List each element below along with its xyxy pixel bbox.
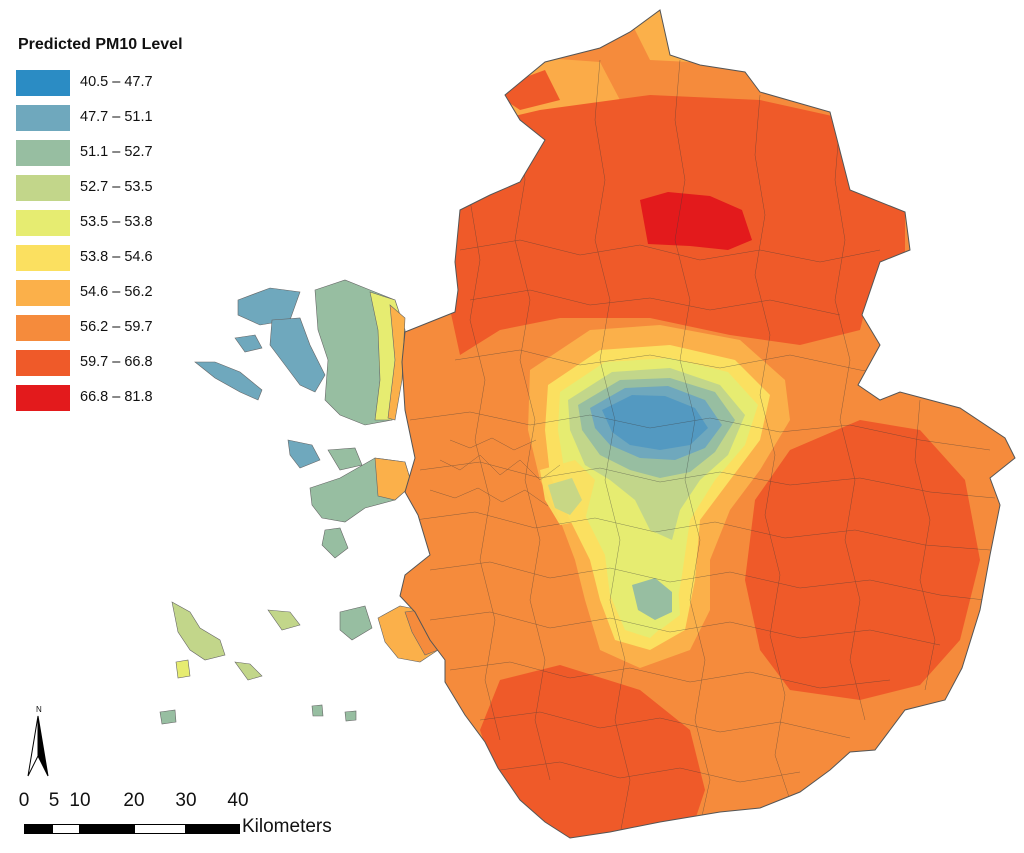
scale-bar: 0 5 10 20 30 40 Kilometers — [16, 790, 376, 850]
legend-label: 54.6 – 56.2 — [80, 284, 153, 300]
scale-tick-label: 40 — [227, 790, 249, 811]
legend-title: Predicted PM10 Level — [18, 36, 183, 53]
mainland-surface — [400, 10, 1015, 838]
island-group — [159, 279, 439, 725]
scale-segment — [134, 824, 186, 834]
scale-tick-label: 5 — [48, 790, 60, 811]
legend-swatch — [16, 175, 70, 201]
scale-segment — [52, 824, 80, 834]
legend-swatch — [16, 210, 70, 236]
legend-label: 53.8 – 54.6 — [80, 249, 153, 265]
legend-swatch — [16, 315, 70, 341]
legend-swatch — [16, 105, 70, 131]
scale-tick-label: 30 — [175, 790, 197, 811]
legend-swatch — [16, 280, 70, 306]
scale-segment — [186, 824, 240, 834]
scale-segment — [24, 824, 52, 834]
legend-swatch — [16, 245, 70, 271]
legend-swatch — [16, 140, 70, 166]
legend-label: 40.5 – 47.7 — [80, 74, 153, 90]
north-arrow-icon: N — [27, 705, 49, 777]
legend-swatch — [16, 350, 70, 376]
legend-label: 52.7 – 53.5 — [80, 179, 153, 195]
legend-label: 66.8 – 81.8 — [80, 389, 153, 405]
legend-label: 56.2 – 59.7 — [80, 319, 153, 335]
legend-swatch — [16, 385, 70, 411]
scale-tick-label: 20 — [123, 790, 145, 811]
scale-units: Kilometers — [242, 816, 332, 837]
legend-label: 59.7 – 66.8 — [80, 354, 153, 370]
north-label: N — [36, 705, 42, 714]
legend-label: 47.7 – 51.1 — [80, 109, 153, 125]
scale-tick-label: 0 — [18, 790, 30, 811]
scale-segment — [80, 824, 134, 834]
scale-tick-label: 10 — [69, 790, 91, 811]
legend-swatch — [16, 70, 70, 96]
legend-label: 51.1 – 52.7 — [80, 144, 153, 160]
legend-label: 53.5 – 53.8 — [80, 214, 153, 230]
